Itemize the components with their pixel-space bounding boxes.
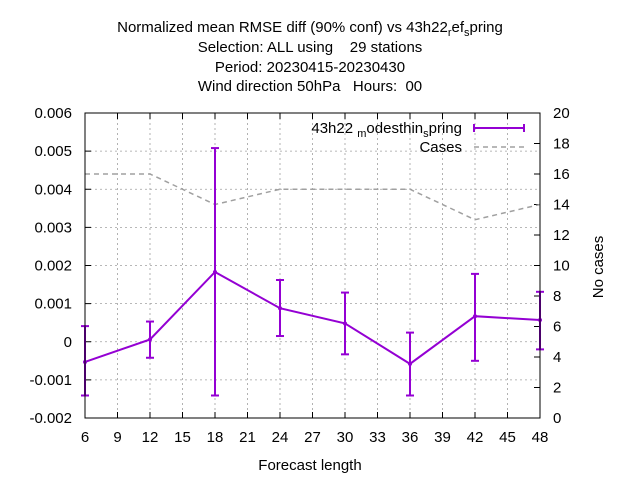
x-tick-label: 39 [434,429,451,446]
title-pring: pring [470,19,503,36]
x-tick-label: 33 [369,429,386,446]
y2-tick-label: 16 [553,166,570,183]
legend-label-rmse: 43h22 modesthinspring [311,120,462,140]
title-sub-r: r [448,27,452,39]
y-tick-label: -0.001 [29,372,72,389]
grid [85,113,540,418]
plot-frame [84,112,541,419]
x-tick-label: 48 [532,429,549,446]
x-tick-label: 27 [304,429,321,446]
cases-series [85,173,541,221]
chart-title: Normalized mean RMSE diff (90% conf) vs … [117,19,503,95]
y-tick-label: 0.003 [34,219,72,236]
data-point [343,321,347,326]
x-tick-label: 36 [402,429,419,446]
y-tick-label: 0 [64,334,72,351]
y2-tick-label: 4 [553,349,561,366]
x-axis-label: Forecast length [258,457,361,474]
data-point [148,337,152,342]
x-tick-label: 9 [113,429,121,446]
cases-line [85,173,541,221]
x-tick-label: 18 [207,429,224,446]
title-line-4: Wind direction 50hPa Hours: 00 [198,78,422,95]
legend-b: odesthin [366,120,423,137]
x-tick-label: 15 [174,429,191,446]
y-tick-label: -0.002 [29,410,72,427]
legend-a: 43h22 [311,120,357,137]
x-tick-label: 45 [499,429,516,446]
y2-tick-label: 18 [553,136,570,153]
title-line-1: Normalized mean RMSE diff (90% conf) vs … [117,19,503,39]
y2-tick-label: 12 [553,227,570,244]
title-line-3: Period: 20230415-20230430 [215,59,405,76]
y2-tick-label: 2 [553,380,561,397]
x-tick-label: 42 [467,429,484,446]
y2-axis-label: No cases [590,236,607,299]
legend-c: pring [429,120,462,137]
y2-tick-label: 8 [553,288,561,305]
y-tick-label: 0.004 [34,181,72,198]
x-tick-label: 12 [142,429,159,446]
legend-label-cases: Cases [419,139,462,156]
x-tick-label: 30 [337,429,354,446]
x-tick-label: 24 [272,429,289,446]
data-point [278,306,282,311]
data-point [473,314,477,319]
y2-tick-label: 0 [553,410,561,427]
y-tick-label: 0.006 [34,105,72,122]
y-tick-label: 0.005 [34,143,72,160]
x-tick-label: 21 [239,429,256,446]
y2-tick-label: 10 [553,258,570,275]
data-point [408,361,412,366]
y-tick-label: 0.001 [34,296,72,313]
legend: 43h22 modesthinspring Cases [311,120,525,156]
axis-ticks: 6 9 12 15 18 21 24 27 30 33 36 39 42 45 48-0.002-0.001… [29,105,569,446]
legend-sub-m: m [357,128,366,140]
title-main: Normalized mean RMSE diff (90% conf) vs … [117,19,448,36]
rmse-line [84,270,541,366]
title-ef: ef [452,19,465,36]
y2-tick-label: 20 [553,105,570,122]
y-tick-label: 0.002 [34,258,72,275]
y2-tick-label: 14 [553,197,570,214]
y2-tick-label: 6 [553,319,561,336]
title-line-2: Selection: ALL using 29 stations [198,39,423,56]
data-point [213,269,217,274]
legend-sub-s: s [423,128,429,140]
title-sub-s: s [464,27,470,39]
x-tick-label: 6 [81,429,89,446]
legend-swatch-rmse [473,124,525,132]
